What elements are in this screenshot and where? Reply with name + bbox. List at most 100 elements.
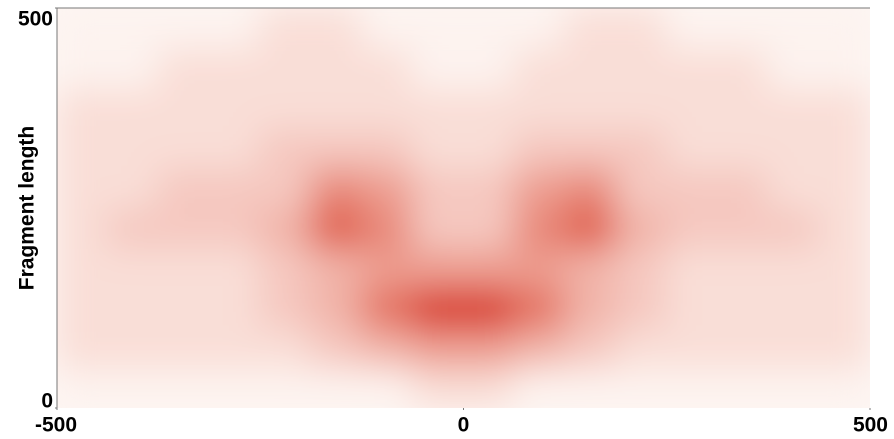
heatmap-cell	[665, 87, 719, 129]
heatmap-cell	[259, 327, 313, 369]
heatmap-cell	[716, 247, 770, 289]
heatmap-cell	[208, 87, 262, 129]
heatmap-cell	[513, 167, 567, 209]
heatmap-cell	[310, 367, 363, 408]
heatmap-cell	[57, 367, 109, 408]
heatmap-cell	[310, 247, 363, 289]
heatmap-cell	[411, 127, 465, 169]
heatmap-cell	[259, 8, 313, 49]
heatmap-cell	[564, 367, 617, 408]
heatmap-cell	[818, 367, 870, 408]
heatmap-cell	[157, 8, 211, 49]
heatmap-cell	[614, 167, 668, 209]
heatmap-cell	[665, 47, 719, 89]
heatmap-cell	[462, 287, 516, 329]
heatmap-cell	[462, 127, 516, 169]
y-axis-label: Fragment length	[16, 126, 39, 291]
heatmap-cell	[57, 167, 109, 209]
heatmap-cell	[767, 47, 821, 89]
heatmap-cell	[310, 8, 363, 49]
heatmap-cell	[259, 167, 313, 209]
heatmap-cell	[462, 327, 516, 369]
heatmap-cell	[411, 327, 465, 369]
heatmap-cell	[208, 247, 262, 289]
heatmap-cell	[462, 87, 516, 129]
heatmap-cell	[564, 47, 617, 89]
heatmap-cell	[57, 287, 109, 329]
heatmap-cell	[716, 47, 770, 89]
heatmap-cell	[614, 207, 668, 249]
heatmap-cell	[310, 207, 363, 249]
heatmap-cell	[716, 327, 770, 369]
heatmap-cell	[208, 327, 262, 369]
heatmap-cell	[157, 207, 211, 249]
heatmap-cell	[106, 87, 160, 129]
heatmap-cell	[513, 327, 567, 369]
heatmap-cell	[106, 207, 160, 249]
heatmap-cell	[106, 287, 160, 329]
heatmap-cell	[767, 327, 821, 369]
heatmap-cell	[665, 247, 719, 289]
heatmap-cell	[360, 87, 414, 129]
heatmap-cell	[818, 47, 870, 89]
heatmap-cell	[106, 367, 160, 408]
heatmap-cell	[818, 167, 870, 209]
heatmap-cell	[614, 367, 668, 408]
heatmap-cell	[614, 8, 668, 49]
heatmap-cell	[513, 247, 567, 289]
heatmap-cell	[614, 127, 668, 169]
heatmap-cell	[564, 247, 617, 289]
heatmap-cell	[462, 47, 516, 89]
heatmap-cell	[462, 367, 516, 408]
y-tick-label: 500	[18, 8, 53, 31]
heatmap-cell	[57, 127, 109, 169]
heatmap-cell	[157, 327, 211, 369]
heatmap-cell	[259, 287, 313, 329]
heatmap-cell	[513, 87, 567, 129]
heatmap-cell	[310, 287, 363, 329]
heatmap-cell	[462, 207, 516, 249]
heatmap-cell	[716, 207, 770, 249]
heatmap-cell	[106, 47, 160, 89]
x-tick-label: 0	[458, 414, 470, 437]
y-tick-label: 0	[41, 390, 53, 413]
heatmap-cell	[665, 8, 719, 49]
heatmap-cell	[310, 47, 363, 89]
heatmap-cell	[665, 207, 719, 249]
heatmap-cell	[665, 167, 719, 209]
heatmap-cell	[360, 167, 414, 209]
heatmap-cell	[360, 287, 414, 329]
heatmap-cell	[411, 87, 465, 129]
heatmap-cell	[157, 367, 211, 408]
heatmap-cell	[818, 127, 870, 169]
heatmap-cell	[310, 167, 363, 209]
heatmap-cell	[767, 167, 821, 209]
heatmap-cell	[513, 367, 567, 408]
heatmap-cell	[310, 327, 363, 369]
heatmap-cell	[564, 87, 617, 129]
heatmap-cell	[360, 247, 414, 289]
heatmap-cell	[564, 287, 617, 329]
heatmap-cell	[716, 127, 770, 169]
heatmap-cell	[106, 127, 160, 169]
heatmap-cell	[57, 8, 109, 49]
heatmap-cell	[513, 127, 567, 169]
heatmap-cell	[462, 167, 516, 209]
heatmap-cell	[411, 167, 465, 209]
heatmap-cell	[767, 87, 821, 129]
heatmap-cell	[411, 47, 465, 89]
heatmap-cell	[614, 87, 668, 129]
heatmap-cell	[767, 207, 821, 249]
heatmap-cell	[360, 327, 414, 369]
heatmap-cell	[259, 127, 313, 169]
heatmap-cell	[818, 247, 870, 289]
heatmap-cell	[208, 367, 262, 408]
heatmap-cell	[106, 8, 160, 49]
heatmap-cell	[157, 47, 211, 89]
heatmap-cell	[818, 287, 870, 329]
heatmap-cell	[411, 367, 465, 408]
heatmap-cell	[564, 327, 617, 369]
heatmap-cell	[564, 207, 617, 249]
